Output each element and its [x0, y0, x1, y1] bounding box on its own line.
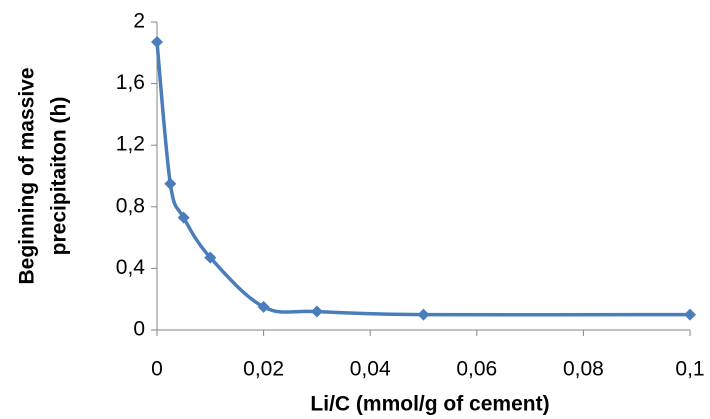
- y-tick-label: 1,2: [116, 133, 145, 156]
- x-tick-label: 0,04: [350, 358, 391, 381]
- y-tick-label: 0: [133, 318, 145, 341]
- marker: [177, 211, 190, 224]
- marker: [310, 305, 323, 318]
- x-axis-title: Li/C (mmol/g of cement): [310, 393, 549, 416]
- y-tick-label: 2: [133, 10, 145, 33]
- marker: [151, 36, 163, 49]
- x-tick-label: 0,06: [456, 358, 497, 381]
- marker: [417, 308, 430, 321]
- y-tick-label: 1,6: [116, 71, 145, 94]
- y-tick-label: 0,4: [116, 256, 146, 279]
- marker: [164, 177, 177, 190]
- marker: [257, 300, 270, 313]
- series-line: [155, 41, 691, 317]
- x-tick-label: 0: [151, 358, 163, 381]
- x-tick-label: 0,1: [675, 358, 704, 381]
- x-tick-label: 0,02: [243, 358, 284, 381]
- y-tick-label: 0,8: [116, 194, 145, 217]
- x-tick-label: 0,08: [563, 358, 604, 381]
- y-axis-title: Beginning of massive: [16, 67, 39, 284]
- y-axis-title: precipitaiton (h): [48, 97, 71, 256]
- marker: [684, 308, 696, 321]
- marker: [204, 251, 217, 264]
